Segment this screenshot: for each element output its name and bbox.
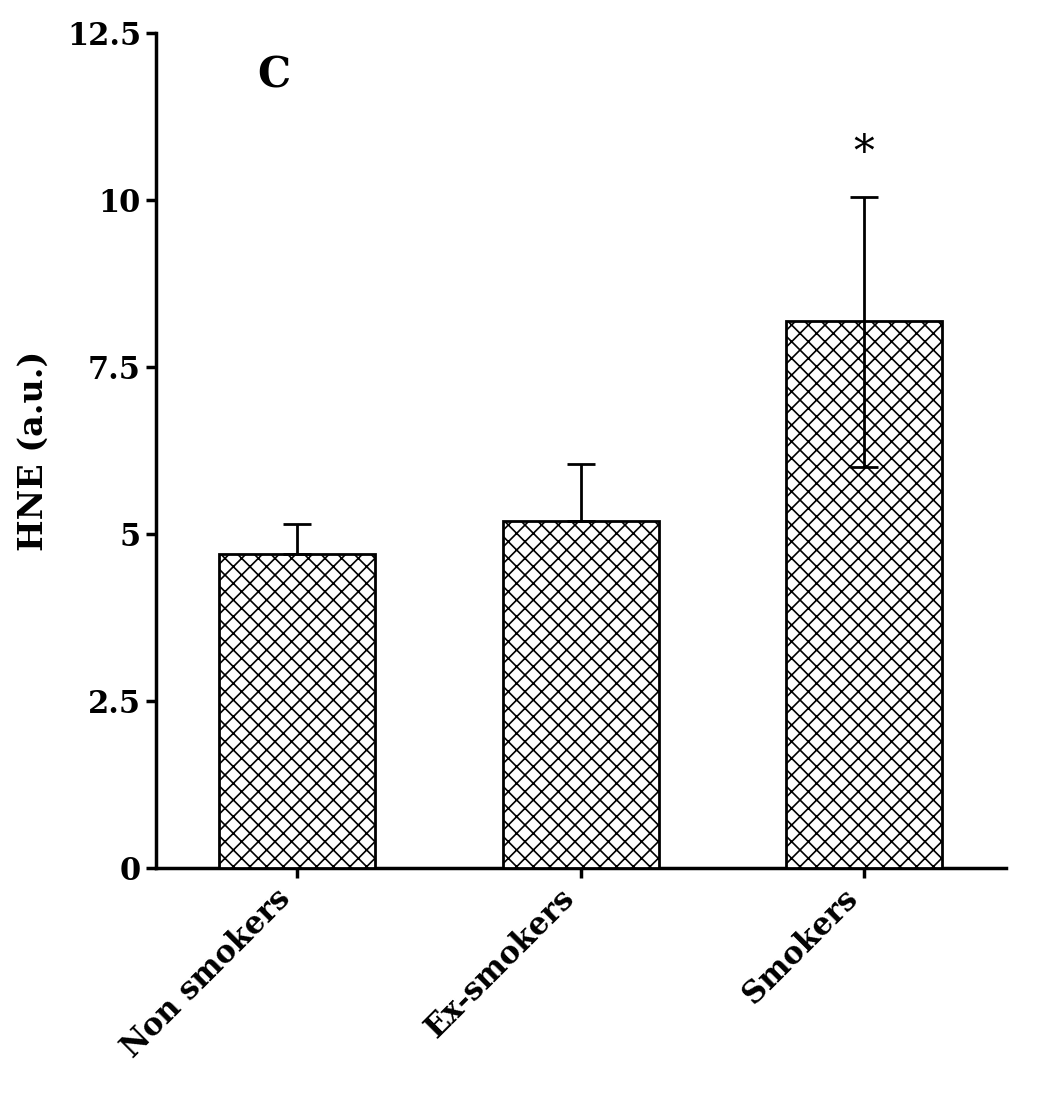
Text: C: C (257, 55, 290, 96)
Bar (786, 321, 943, 868)
Text: *: * (853, 131, 874, 174)
Y-axis label: HNE (a.u.): HNE (a.u.) (18, 351, 50, 551)
Bar (220, 554, 375, 868)
Bar (503, 521, 658, 868)
